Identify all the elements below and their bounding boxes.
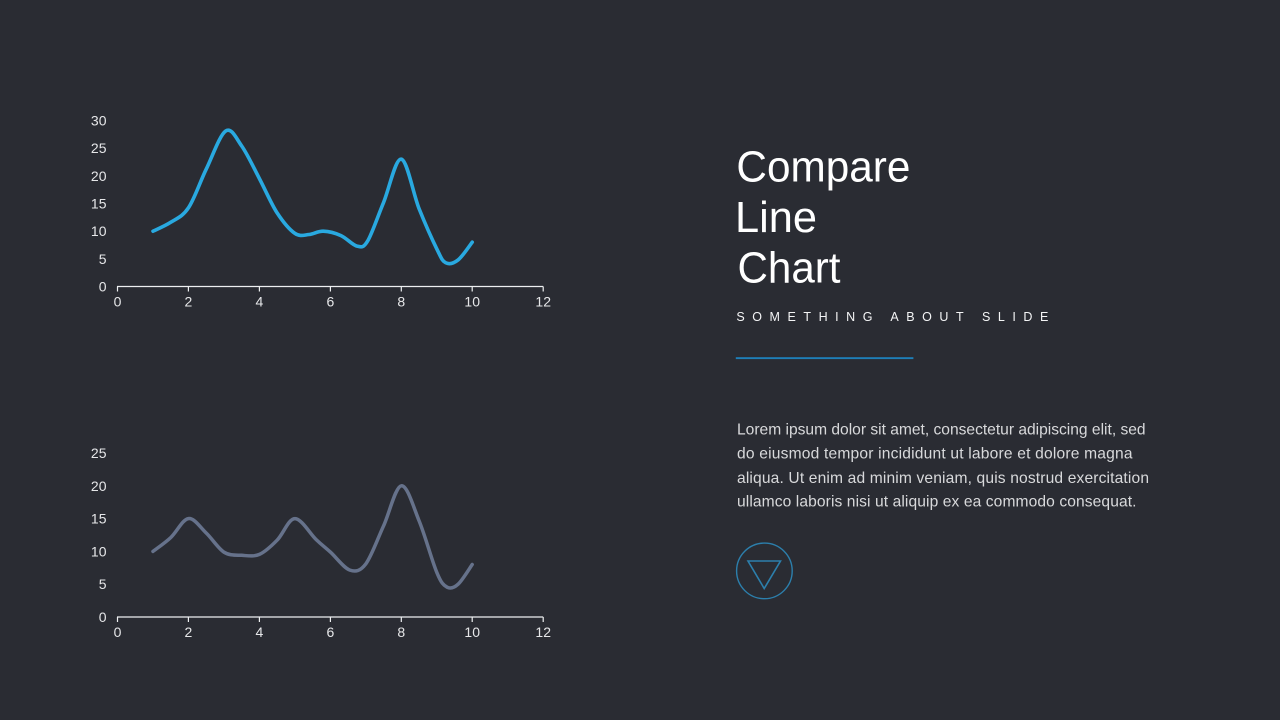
svg-text:12: 12 <box>535 624 551 640</box>
svg-text:0: 0 <box>99 609 107 625</box>
svg-text:15: 15 <box>91 511 107 527</box>
svg-text:20: 20 <box>91 478 107 494</box>
svg-text:12: 12 <box>535 294 551 310</box>
svg-text:2: 2 <box>185 294 193 310</box>
svg-text:10: 10 <box>464 624 480 640</box>
svg-text:15: 15 <box>91 196 107 212</box>
svg-text:aliqua. Ut enim ad minim venia: aliqua. Ut enim ad minim veniam, quis no… <box>737 470 1149 487</box>
svg-text:Chart: Chart <box>738 244 841 293</box>
svg-text:4: 4 <box>256 294 264 310</box>
svg-text:4: 4 <box>256 624 264 640</box>
svg-text:25: 25 <box>91 445 107 461</box>
svg-text:Line: Line <box>735 193 817 242</box>
svg-text:10: 10 <box>91 223 107 239</box>
svg-text:5: 5 <box>99 251 107 267</box>
svg-text:Compare: Compare <box>736 143 910 192</box>
svg-text:2: 2 <box>185 624 193 640</box>
svg-text:ullamco laboris nisi ut aliqui: ullamco laboris nisi ut aliquip ex ea co… <box>737 494 1137 511</box>
svg-text:8: 8 <box>397 624 405 640</box>
svg-text:6: 6 <box>327 294 335 310</box>
svg-text:25: 25 <box>91 140 107 156</box>
svg-text:do eiusmod tempor incididunt u: do eiusmod tempor incididunt ut labore e… <box>737 446 1133 463</box>
svg-text:0: 0 <box>114 624 122 640</box>
svg-text:10: 10 <box>91 543 107 559</box>
svg-text:10: 10 <box>464 294 480 310</box>
svg-text:6: 6 <box>327 624 335 640</box>
svg-text:30: 30 <box>91 113 107 129</box>
svg-text:20: 20 <box>91 168 107 184</box>
svg-text:8: 8 <box>397 294 405 310</box>
svg-text:0: 0 <box>99 279 107 295</box>
svg-text:Lorem ipsum dolor sit amet, co: Lorem ipsum dolor sit amet, consectetur … <box>737 422 1146 439</box>
svg-text:5: 5 <box>99 576 107 592</box>
svg-text:SOMETHING ABOUT SLIDE: SOMETHING ABOUT SLIDE <box>736 310 1055 324</box>
svg-text:0: 0 <box>114 294 122 310</box>
